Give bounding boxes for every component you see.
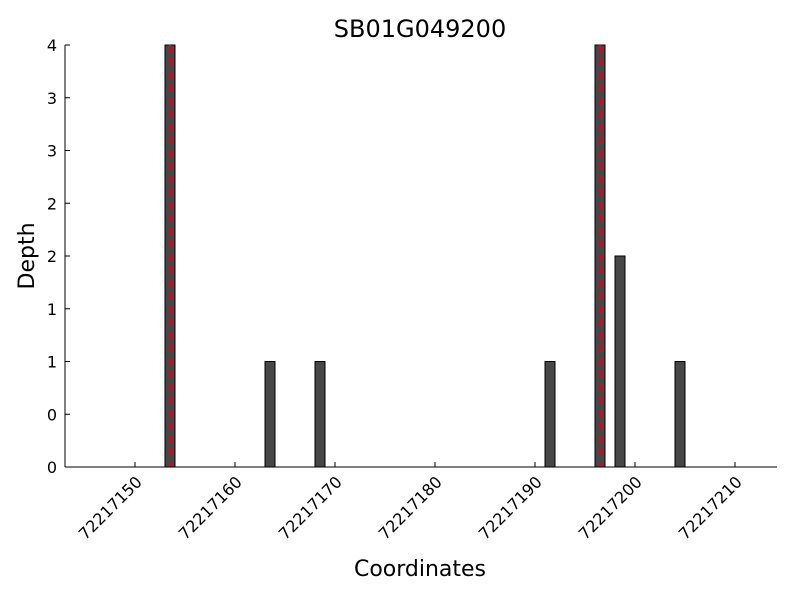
x-tick-label: 72217190 — [475, 472, 546, 543]
y-tick-label: 3 — [47, 89, 57, 108]
y-tick-label: 3 — [47, 142, 57, 161]
bar — [674, 361, 686, 468]
x-tick-label: 72217180 — [375, 472, 446, 543]
y-tick-label: 0 — [47, 405, 57, 424]
y-tick-label: 0 — [47, 458, 57, 477]
x-axis-label: Coordinates — [354, 557, 486, 582]
x-tick-label: 72217170 — [275, 472, 346, 543]
y-tick-label: 2 — [47, 194, 57, 213]
bar — [614, 255, 626, 468]
x-tick-label: 72217160 — [175, 472, 246, 543]
x-tick-label: 72217200 — [575, 472, 646, 543]
x-tick-label: 72217150 — [75, 472, 146, 543]
y-tick-label: 1 — [47, 300, 57, 319]
chart-title: SB01G049200 — [334, 15, 506, 43]
y-tick-label: 4 — [47, 36, 57, 55]
y-tick-label: 2 — [47, 247, 57, 266]
x-tick-label: 72217210 — [675, 472, 746, 543]
y-axis-label: Depth — [15, 222, 40, 289]
bar — [314, 361, 326, 468]
bar — [544, 361, 556, 468]
bar — [264, 361, 276, 468]
y-tick-label: 1 — [47, 353, 57, 372]
